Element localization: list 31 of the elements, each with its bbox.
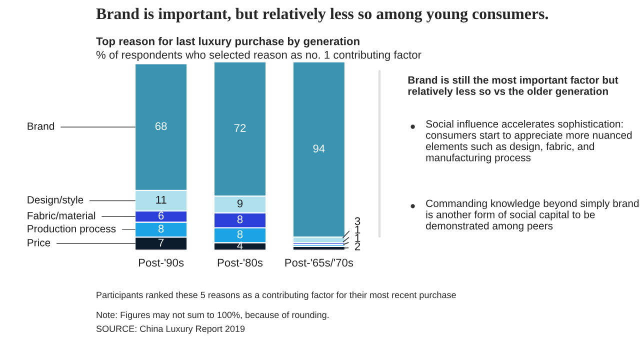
text: Note: Figures may not sum to 100%, because of rounding. (96, 311, 329, 320)
text: Brand (28, 122, 54, 130)
text: Design/style (28, 196, 84, 206)
data-label: 68 (155, 122, 167, 130)
data-label: 8 (237, 215, 243, 224)
data-label: 1 (355, 234, 360, 242)
y-axis-title: % of respondents who selected reason as no. 1 contributing factor (96, 50, 422, 61)
data-label: 9 (237, 200, 243, 208)
data-label: 11 (156, 196, 166, 204)
text: Social influence accelerates sophistication: consumers start to appreciate more nuanced elements such as design, fabric, and manufacturing process (426, 120, 632, 164)
data-label: 6 (158, 212, 164, 220)
x-tick-label: Post-'80s (218, 258, 263, 267)
data-label: 72 (234, 124, 246, 132)
data-label: 8 (237, 230, 243, 238)
series-label: Production process (28, 224, 116, 234)
data-label: 2 (355, 242, 360, 250)
text: Brand is still the most important factor but relatively less so vs the older generation (408, 76, 618, 98)
text: Price (28, 238, 50, 246)
text: Participants ranked these 5 reasons as a contributing factor for their most recent purchase (96, 292, 456, 300)
x-tick-label: Post-'65s/'70s (285, 258, 354, 267)
text: Commanding knowledge beyond simply brand is another form of social capital to be demonstrated among peers (426, 199, 639, 232)
data-label: 1 (355, 226, 360, 234)
chart-title: Brand is important, but relatively less so among young consumers. (96, 8, 548, 23)
source-note: SOURCE: China Luxury Report 2019 (96, 325, 245, 334)
data-label: 94 (313, 144, 325, 152)
data-label: 3 (354, 217, 360, 226)
text: Fabric/material (28, 212, 96, 220)
chart-subtitle: Top reason for last luxury purchase by generation (96, 37, 360, 48)
x-tick-label: Post-'90s (138, 258, 184, 267)
data-label: 8 (158, 224, 164, 233)
data-label: 7 (158, 238, 164, 246)
